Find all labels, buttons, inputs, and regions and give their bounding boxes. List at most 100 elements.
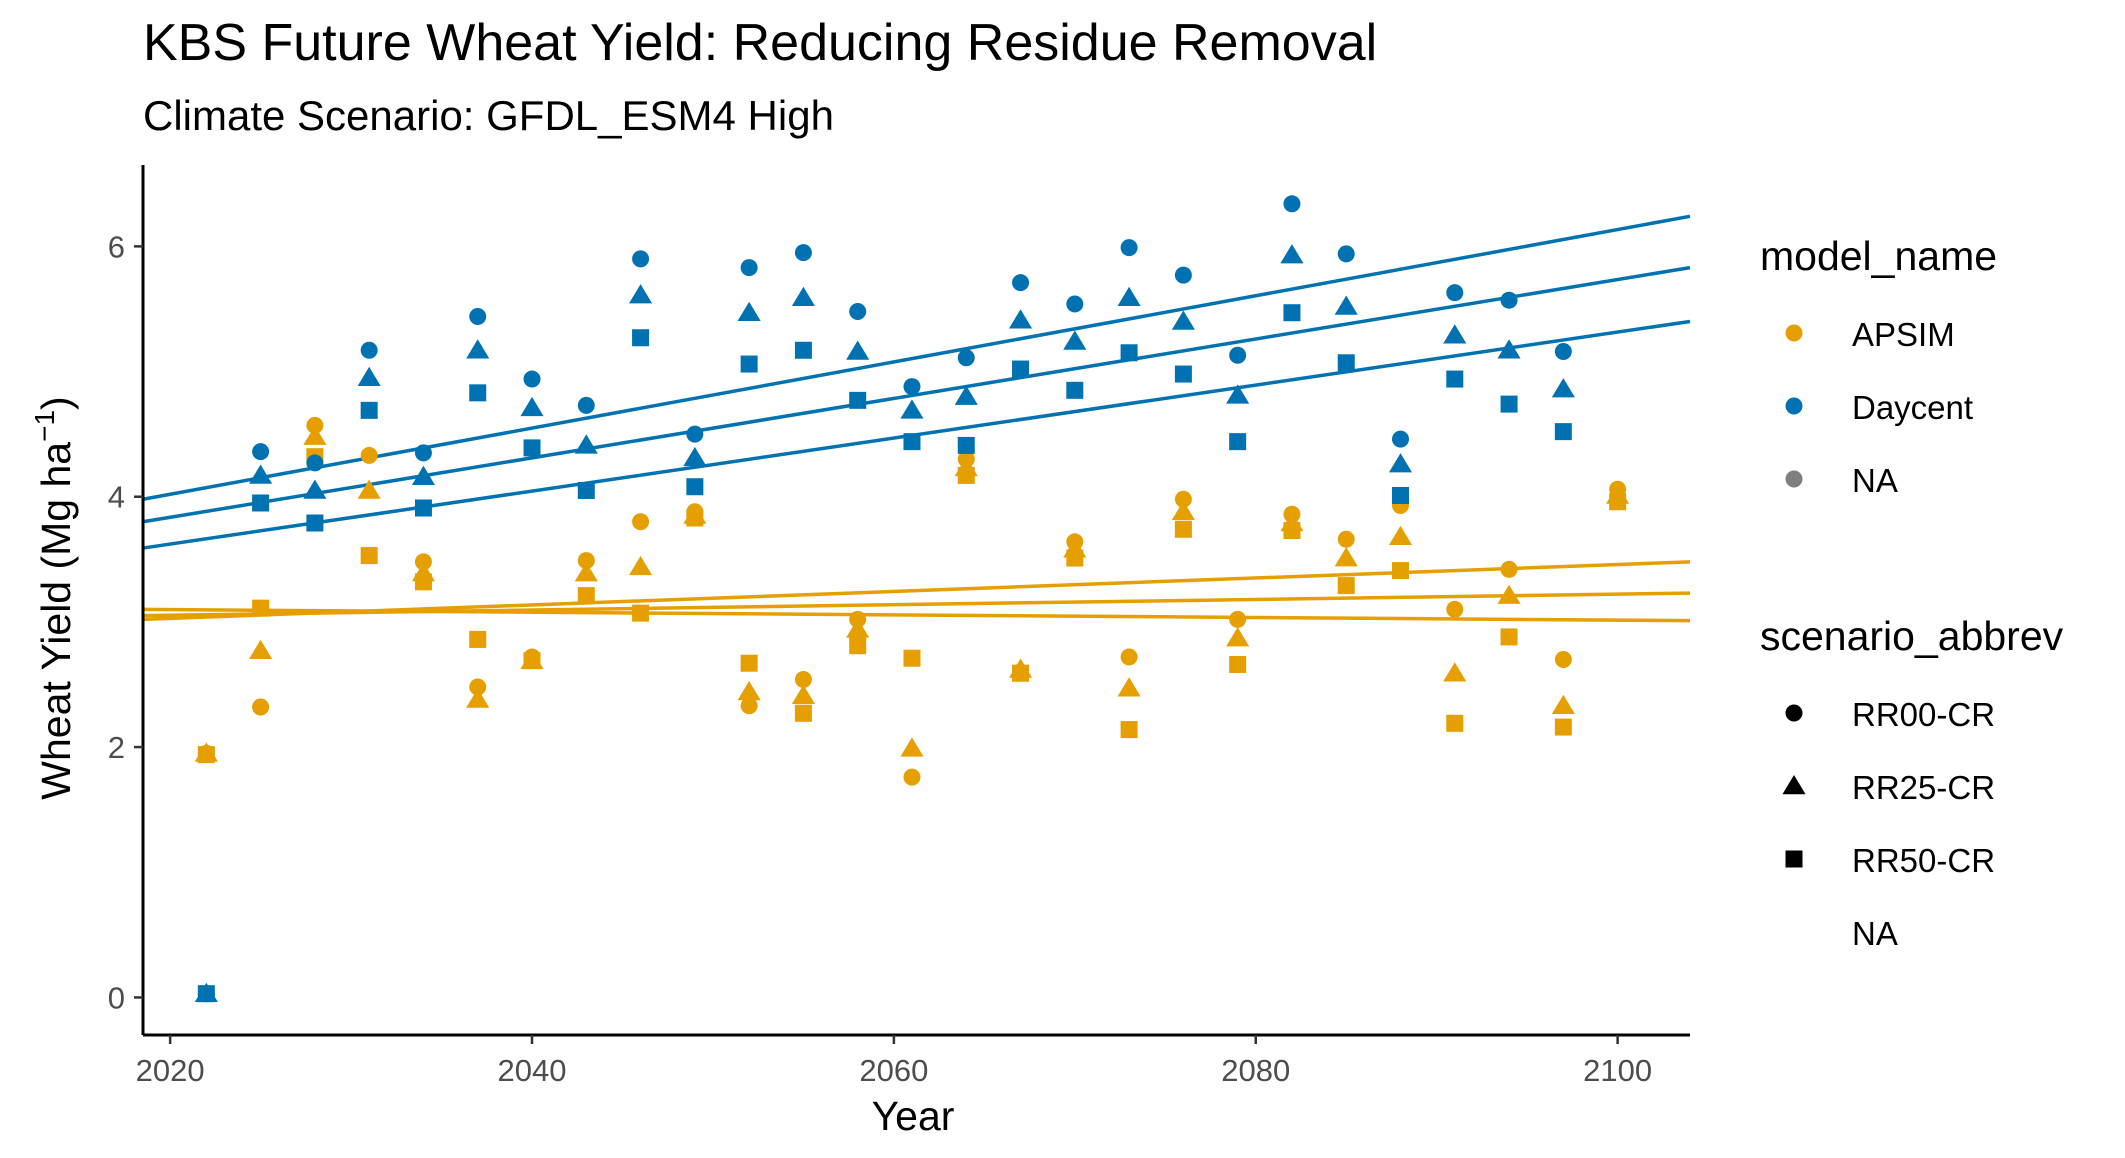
x-tick-label: 2020: [136, 1053, 205, 1088]
data-point: [574, 434, 598, 454]
chart-subtitle: Climate Scenario: GFDL_ESM4 High: [143, 92, 834, 139]
data-point: [577, 396, 595, 414]
data-point: [1066, 549, 1084, 567]
series-apsim-rr25-cr: [194, 425, 1630, 762]
data-point: [740, 259, 758, 277]
data-point: [1012, 664, 1030, 682]
data-point: [1554, 718, 1572, 736]
data-point: [1171, 310, 1195, 330]
data-point: [1497, 584, 1521, 604]
data-point: [252, 443, 270, 461]
y-axis-title-main: Wheat Yield (Mg ha: [33, 442, 79, 800]
data-point: [629, 284, 653, 304]
data-point: [303, 425, 327, 445]
data-point: [469, 678, 487, 696]
legend-key-rr25-cr: [1782, 775, 1806, 795]
data-point: [1446, 370, 1464, 388]
data-point: [632, 329, 650, 347]
data-point: [900, 399, 924, 419]
data-point: [1229, 655, 1247, 673]
data-point: [360, 401, 378, 419]
data-point: [303, 479, 327, 499]
legend-label-daycent: Daycent: [1852, 389, 1973, 426]
data-point: [1392, 430, 1410, 448]
data-point: [903, 433, 921, 451]
chart-title: KBS Future Wheat Yield: Reducing Residue…: [143, 14, 1377, 72]
data-point: [1609, 493, 1627, 511]
data-point: [523, 370, 541, 388]
data-point: [957, 436, 975, 454]
data-point: [791, 684, 815, 705]
data-point: [737, 681, 761, 701]
data-point: [414, 553, 432, 571]
data-point: [900, 737, 924, 757]
series-daycent-rr25-cr: [194, 244, 1575, 1002]
data-point: [1174, 266, 1192, 284]
data-point: [1554, 423, 1572, 441]
series-daycent-rr50-cr: [197, 304, 1572, 1003]
legend-key-apsim: [1785, 324, 1803, 342]
data-point: [740, 654, 758, 672]
data-point: [1446, 600, 1464, 618]
data-point: [523, 439, 541, 457]
data-point: [1500, 395, 1518, 413]
data-point: [523, 652, 541, 670]
data-point: [469, 384, 487, 402]
x-axis-title: Year: [872, 1093, 955, 1139]
data-point: [1443, 324, 1467, 344]
data-point: [1280, 244, 1304, 264]
data-point: [197, 746, 215, 764]
data-point: [360, 446, 378, 464]
data-point: [1446, 284, 1464, 302]
data-point: [1229, 433, 1247, 451]
legend-model-name: model_name APSIM Daycent NA: [1760, 233, 1997, 499]
data-point: [1388, 453, 1413, 473]
data-point: [357, 366, 381, 387]
data-point: [414, 573, 432, 591]
data-point: [1554, 650, 1572, 668]
data-point: [954, 385, 978, 405]
legend-scenario-abbrev: scenario_abbrev RR00-CR RR25-CR RR50-CR NA: [1760, 613, 2064, 952]
data-point: [1012, 274, 1030, 292]
data-point: [1117, 677, 1141, 697]
data-point: [1283, 195, 1301, 213]
data-point: [1388, 525, 1413, 546]
data-point: [632, 250, 650, 268]
data-point: [1174, 365, 1192, 383]
trendline-daycent-1: [142, 265, 1691, 524]
data-point: [794, 341, 812, 359]
data-point: [1226, 384, 1250, 404]
data-point: [849, 637, 867, 655]
data-point: [1117, 286, 1141, 306]
data-point: [249, 464, 273, 484]
data-point: [1063, 330, 1087, 350]
data-point: [1392, 486, 1410, 504]
data-point: [414, 444, 432, 462]
data-point: [411, 465, 436, 485]
data-point: [686, 478, 704, 496]
data-point: [740, 697, 758, 715]
data-point: [1283, 522, 1301, 540]
data-point: [683, 446, 707, 467]
data-point: [1012, 360, 1030, 378]
legend-key-rr50-cr: [1785, 850, 1803, 868]
trendline-apsim-5: [142, 607, 1691, 623]
data-point: [1334, 295, 1358, 315]
data-point: [1500, 560, 1518, 578]
data-point: [686, 425, 704, 443]
data-point: [1283, 304, 1301, 322]
data-point: [632, 604, 650, 622]
data-point: [1174, 520, 1192, 538]
data-point: [740, 355, 758, 373]
data-point: [1337, 245, 1355, 263]
y-tick-label: 6: [108, 229, 125, 264]
data-point: [957, 349, 975, 367]
y-axis-title-close: ): [33, 396, 79, 410]
legend-model-name-title: model_name: [1760, 233, 1997, 279]
data-point: [249, 639, 273, 659]
data-point: [252, 494, 270, 512]
legend-label-na: NA: [1852, 915, 1898, 952]
data-point: [1120, 344, 1138, 362]
data-point: [1066, 295, 1084, 313]
data-point: [1171, 500, 1195, 520]
